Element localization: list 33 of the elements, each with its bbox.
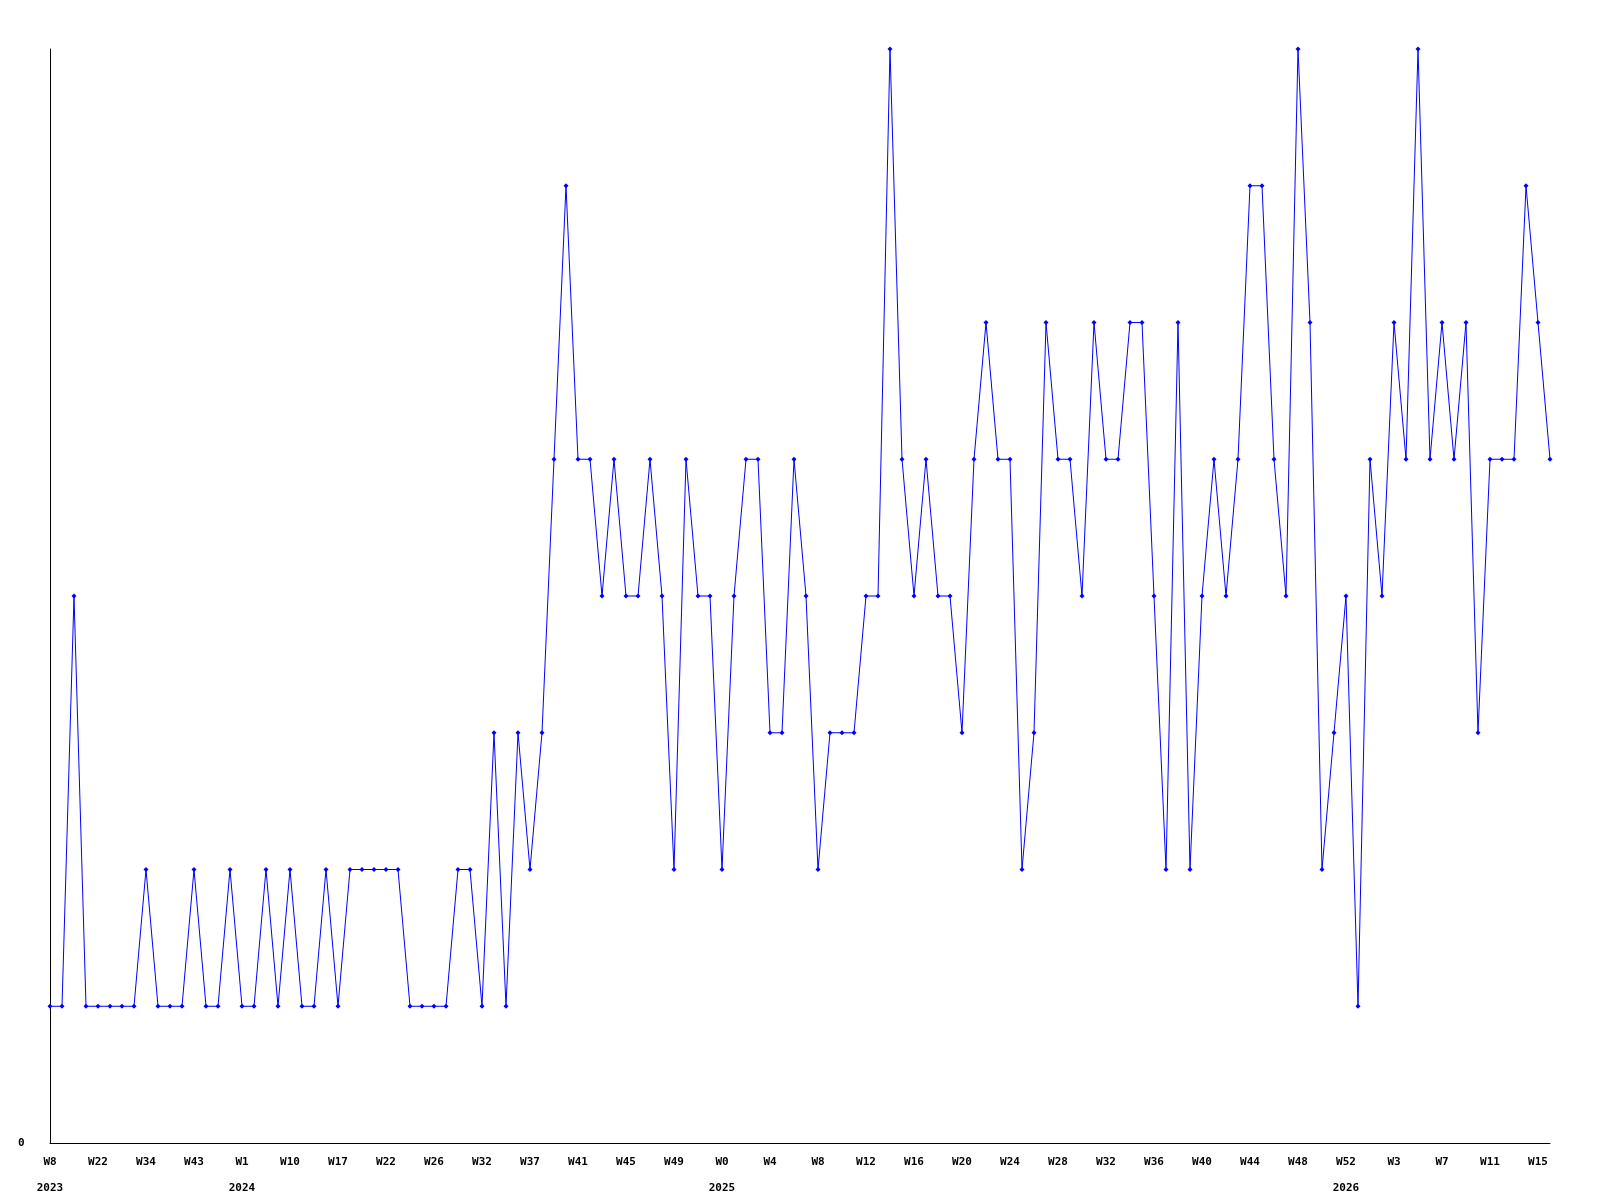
x-tick-label: W40 <box>1192 1154 1212 1168</box>
x-tick-label: W0 2025 <box>708 1154 736 1194</box>
x-tick-label: W3 <box>1387 1154 1401 1168</box>
x-tick-label: W1 2024 <box>228 1154 256 1194</box>
x-tick-label: W32 <box>472 1154 492 1168</box>
x-tick-label: W45 <box>616 1154 636 1168</box>
x-tick-label: W24 <box>1000 1154 1021 1168</box>
x-tick-label: W41 <box>568 1154 589 1168</box>
x-tick-label: W36 <box>1144 1154 1165 1168</box>
x-tick-label: W17 <box>328 1154 348 1168</box>
x-tick-label: W22 <box>376 1154 396 1168</box>
x-tick-label: W11 <box>1480 1154 1501 1168</box>
x-tick-label: W44 <box>1240 1154 1261 1168</box>
x-tick-label: W8 2023 <box>36 1154 64 1194</box>
x-tick-label: W48 <box>1288 1154 1308 1168</box>
x-tick-label: W52 2026 <box>1332 1154 1360 1194</box>
x-tick-label: W37 <box>520 1154 540 1168</box>
x-tick-label: W26 <box>424 1154 445 1168</box>
x-tick-label: W8 <box>811 1154 825 1168</box>
x-tick-label: W4 <box>763 1154 777 1168</box>
x-tick-label: W22 <box>88 1154 108 1168</box>
x-tick-label: W15 <box>1528 1154 1548 1168</box>
x-tick-label: W7 <box>1435 1154 1449 1168</box>
x-tick-label: W16 <box>904 1154 925 1168</box>
x-tick-label: W28 <box>1048 1154 1068 1168</box>
x-tick-label: W49 <box>664 1154 684 1168</box>
x-tick-label: W12 <box>856 1154 876 1168</box>
x-tick-label: W43 <box>184 1154 204 1168</box>
text: 0 <box>18 1136 25 1149</box>
x-tick-label: W34 <box>136 1154 157 1168</box>
x-tick-label: W10 <box>280 1154 300 1168</box>
x-tick-label: W20 <box>952 1154 972 1168</box>
x-tick-label: W32 <box>1096 1154 1116 1168</box>
